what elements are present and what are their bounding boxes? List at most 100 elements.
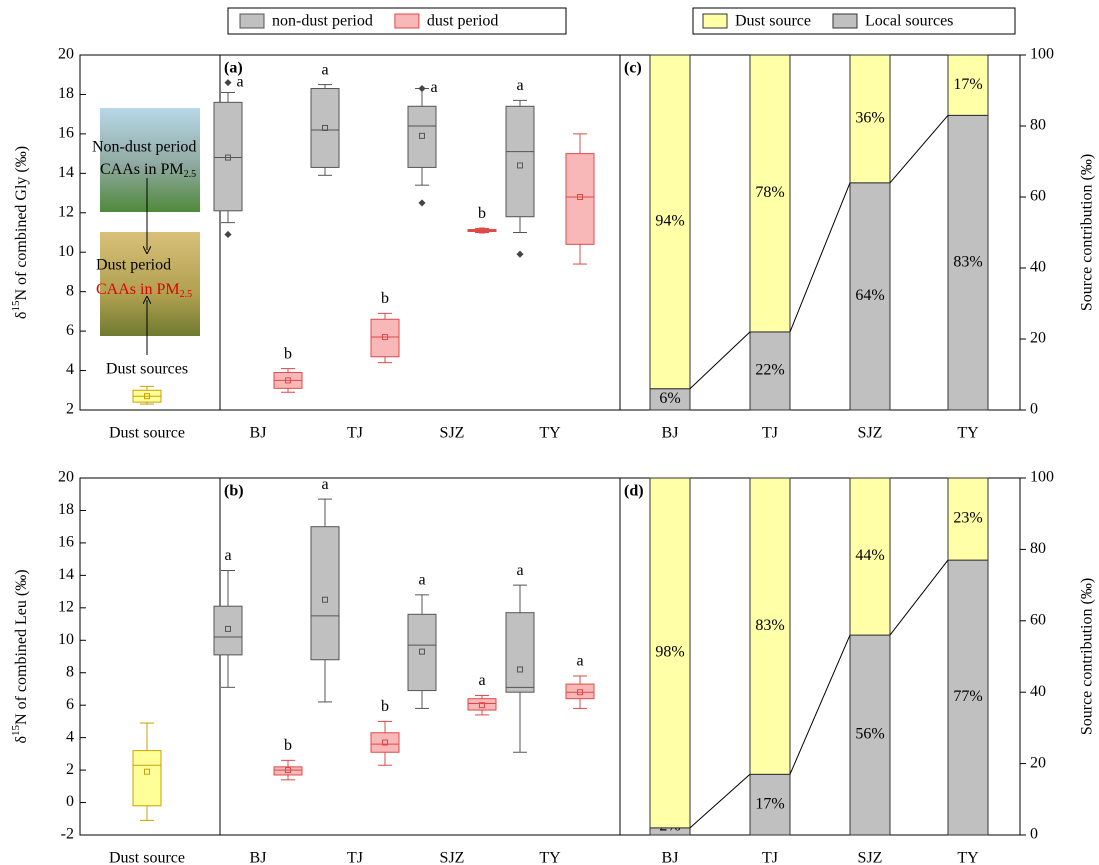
mean — [479, 702, 485, 709]
legend-swatch — [702, 13, 728, 29]
y2-axis-title: Source contribution (‰) — [1079, 154, 1096, 311]
x-tick-label: BJ — [662, 425, 679, 442]
mean — [382, 739, 388, 746]
mean — [225, 154, 231, 161]
value-label: 23% — [953, 510, 982, 527]
box — [370, 318, 400, 358]
mean — [285, 767, 291, 774]
x-tick-label: TJ — [762, 425, 778, 442]
mean — [419, 132, 425, 139]
bar-segment — [749, 54, 791, 333]
mean — [225, 625, 231, 632]
significance-letter: a — [236, 73, 243, 90]
bar-segment — [649, 477, 691, 829]
y-tick-label: 8 — [66, 663, 74, 680]
y-tick-label: 2 — [66, 761, 74, 778]
plot-frame — [79, 54, 1021, 411]
y-tick-label: 20 — [58, 469, 74, 486]
box — [505, 612, 535, 693]
legend-label: non-dust period — [272, 13, 373, 30]
box — [310, 526, 340, 661]
x-tick-label: TJ — [347, 850, 363, 865]
bar-segment — [849, 182, 891, 411]
value-label: 77% — [953, 688, 982, 705]
box — [370, 732, 400, 753]
legend-label: Dust source — [735, 13, 811, 30]
mean — [517, 666, 523, 673]
outlier — [418, 84, 426, 93]
value-label: 22% — [755, 362, 784, 379]
panel-label: (d) — [624, 483, 644, 500]
connector — [789, 182, 851, 333]
significance-letter: a — [224, 547, 231, 564]
y2-tick-label: 80 — [1030, 117, 1046, 134]
value-label: 94% — [655, 213, 684, 230]
annotation: CAAs in PM2.5 — [100, 161, 196, 181]
y-tick-label: 14 — [58, 566, 74, 583]
x-tick-label: TY — [539, 850, 561, 865]
y2-tick-label: 20 — [1030, 754, 1046, 771]
y2-axis-title: Source contribution (‰) — [1079, 578, 1096, 735]
value-label: 83% — [953, 253, 982, 270]
box — [565, 683, 595, 700]
legend-label: dust period — [427, 13, 499, 30]
significance-letter: a — [418, 572, 425, 589]
box — [467, 698, 497, 711]
significance-letter: a — [576, 653, 583, 670]
value-label: 98% — [655, 644, 684, 661]
value-label: 17% — [953, 76, 982, 93]
y-tick-label: 0 — [66, 793, 74, 810]
significance-letter: a — [478, 672, 485, 689]
box — [407, 105, 437, 168]
y-title-part: N of combined Gly (‰) — [13, 146, 30, 301]
legend-swatch — [239, 13, 265, 29]
y2-tick-label: 0 — [1030, 401, 1038, 418]
y-tick-label: 6 — [66, 322, 74, 339]
y-tick-label: 2 — [66, 401, 74, 418]
bar-segment — [947, 114, 989, 411]
mean — [382, 334, 388, 341]
x-tick-label: Dust source — [109, 425, 185, 442]
y2-tick-label: 60 — [1030, 611, 1046, 628]
y-title-part: δ — [13, 312, 30, 320]
x-tick-label: SJZ — [858, 850, 883, 865]
photo-non-dust — [100, 108, 200, 212]
x-tick-label: TY — [957, 850, 979, 865]
x-tick-label: Dust source — [109, 850, 185, 865]
significance-letter: a — [321, 61, 328, 78]
y-tick-label: 16 — [58, 534, 74, 551]
x-tick-label: SJZ — [440, 425, 465, 442]
significance-letter: a — [430, 79, 437, 96]
annotation: Dust period — [96, 257, 171, 274]
outlier — [418, 199, 426, 207]
y-title-sup: 15 — [10, 300, 22, 312]
y2-tick-label: 80 — [1030, 540, 1046, 557]
annotation-sub: 2.5 — [184, 169, 197, 180]
x-tick-label: BJ — [250, 850, 267, 865]
y2-tick-label: 100 — [1030, 46, 1054, 63]
bar-segment — [947, 559, 989, 836]
box — [132, 750, 162, 807]
significance-letter: b — [284, 737, 292, 754]
y-title-part: N of combined Leu (‰) — [13, 569, 30, 725]
y-tick-label: 8 — [66, 282, 74, 299]
value-label: 56% — [855, 726, 884, 743]
y-tick-label: 6 — [66, 696, 74, 713]
connector — [889, 559, 949, 636]
x-tick-label: TJ — [347, 425, 363, 442]
mean — [577, 689, 583, 696]
x-tick-label: SJZ — [440, 850, 465, 865]
x-tick-label: BJ — [250, 425, 267, 442]
panel-label: (b) — [224, 483, 244, 500]
mean — [517, 162, 523, 169]
x-tick-label: TY — [957, 425, 979, 442]
mean — [285, 377, 291, 384]
y2-tick-label: 40 — [1030, 683, 1046, 700]
bar-segment — [749, 477, 791, 775]
y-title-part: δ — [13, 736, 30, 744]
annotation-part: CAAs in PM — [96, 281, 180, 298]
x-tick-label: TY — [539, 425, 561, 442]
value-label: 83% — [755, 617, 784, 634]
box — [407, 613, 437, 692]
